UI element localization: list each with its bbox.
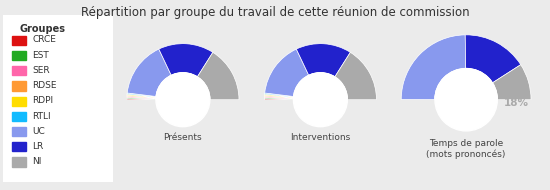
- Circle shape: [435, 69, 497, 131]
- Wedge shape: [265, 95, 294, 98]
- Bar: [12, 66, 26, 75]
- Text: SER: SER: [32, 66, 50, 75]
- Bar: [12, 97, 26, 106]
- Wedge shape: [127, 94, 156, 98]
- Text: 1: 1: [317, 49, 324, 59]
- Wedge shape: [127, 49, 172, 97]
- Text: Temps de parole
(mots prononcés): Temps de parole (mots prononcés): [426, 139, 506, 159]
- Text: Interventions: Interventions: [290, 133, 350, 142]
- Bar: [12, 81, 26, 91]
- Wedge shape: [492, 65, 531, 100]
- Circle shape: [435, 69, 497, 131]
- Text: 1: 1: [179, 49, 186, 59]
- Circle shape: [294, 73, 347, 127]
- Wedge shape: [265, 93, 294, 97]
- Bar: [116, 100, 250, 167]
- Text: RDSE: RDSE: [32, 81, 57, 90]
- Circle shape: [156, 73, 210, 127]
- Wedge shape: [127, 95, 156, 98]
- Text: CRCE: CRCE: [32, 36, 56, 44]
- Text: Présents: Présents: [163, 133, 202, 142]
- Wedge shape: [465, 35, 521, 83]
- Wedge shape: [296, 44, 350, 77]
- Wedge shape: [264, 99, 294, 100]
- Bar: [12, 142, 26, 151]
- Wedge shape: [126, 99, 156, 100]
- Bar: [253, 100, 388, 167]
- Text: UC: UC: [32, 127, 45, 136]
- Wedge shape: [265, 94, 294, 98]
- Text: 1: 1: [276, 70, 284, 79]
- Text: RTLI: RTLI: [32, 112, 51, 120]
- Bar: [12, 36, 26, 45]
- Bar: [12, 127, 26, 136]
- Wedge shape: [159, 44, 213, 77]
- Text: Groupes: Groupes: [19, 24, 65, 34]
- Bar: [12, 158, 26, 167]
- Text: 1: 1: [139, 70, 146, 79]
- Text: 18%: 18%: [504, 98, 529, 108]
- Text: 1: 1: [351, 77, 359, 87]
- Bar: [388, 100, 544, 178]
- Text: LR: LR: [32, 142, 43, 151]
- Text: NI: NI: [32, 157, 42, 166]
- Text: 1: 1: [214, 77, 221, 87]
- Bar: [12, 112, 26, 121]
- Wedge shape: [197, 52, 239, 100]
- Wedge shape: [335, 52, 376, 100]
- Text: Répartition par groupe du travail de cette réunion de commission: Répartition par groupe du travail de cet…: [81, 6, 469, 19]
- Wedge shape: [265, 97, 294, 99]
- Wedge shape: [265, 96, 294, 99]
- Circle shape: [156, 73, 210, 127]
- Text: EST: EST: [32, 51, 49, 60]
- Text: 32%: 32%: [481, 49, 506, 59]
- FancyBboxPatch shape: [0, 9, 117, 189]
- Circle shape: [294, 73, 347, 127]
- Bar: [12, 51, 26, 60]
- Text: RDPI: RDPI: [32, 96, 53, 105]
- Wedge shape: [127, 93, 156, 97]
- Text: 49%: 49%: [403, 77, 428, 87]
- Wedge shape: [402, 35, 466, 100]
- Wedge shape: [265, 49, 309, 97]
- Wedge shape: [127, 96, 156, 99]
- Wedge shape: [127, 97, 156, 99]
